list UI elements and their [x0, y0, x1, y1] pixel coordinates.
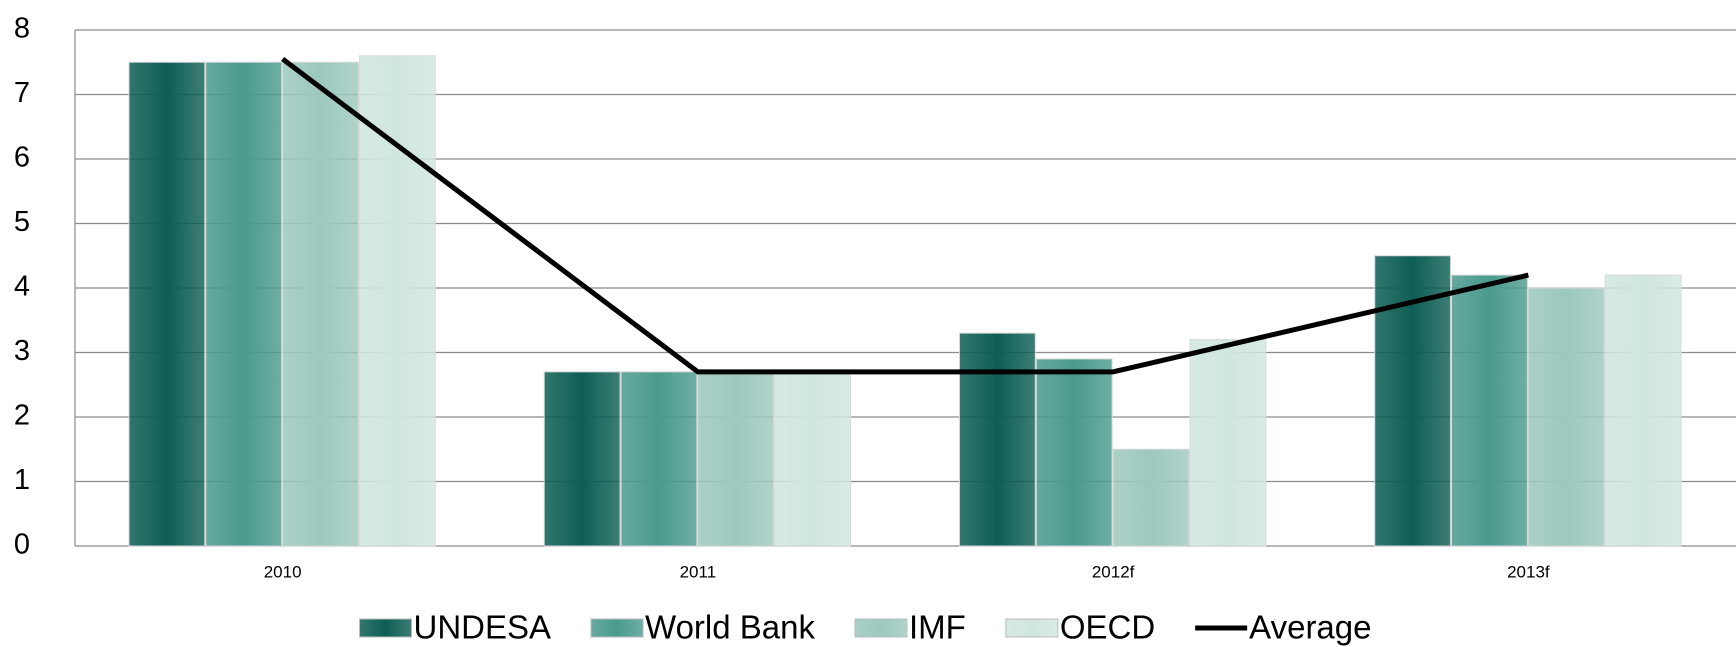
y-tick-label: 4: [14, 271, 30, 303]
y-tick-label: 0: [14, 529, 30, 561]
x-tick-label: 2013f: [1507, 562, 1550, 581]
bar: [1374, 255, 1452, 547]
bar: [1527, 287, 1605, 547]
bar: [697, 371, 775, 547]
legend-swatch: [359, 618, 412, 638]
legend-label: IMF: [909, 609, 966, 646]
y-tick-label: 8: [14, 13, 30, 45]
y-tick-label: 1: [14, 464, 30, 496]
bar: [128, 61, 206, 547]
y-tick-label: 2: [14, 400, 30, 432]
x-tick-label: 2012f: [1092, 562, 1135, 581]
bar: [958, 332, 1036, 547]
bar: [1451, 274, 1528, 547]
line-series: [281, 57, 1529, 375]
y-tick-label: 5: [14, 206, 30, 238]
bar: [282, 61, 359, 547]
legend-label: Average: [1249, 609, 1371, 646]
bar: [1035, 358, 1113, 547]
bar: [543, 371, 621, 547]
legend-swatch: [1005, 618, 1059, 638]
legend-swatch: [854, 618, 908, 638]
y-tick-label: 3: [14, 335, 30, 367]
bar: [205, 61, 283, 547]
x-tick-label: 2011: [680, 562, 717, 581]
legend-label: World Bank: [645, 609, 815, 646]
bar: [358, 55, 436, 547]
y-tick-label: 6: [14, 142, 30, 174]
legend: UNDESA World Bank IMF OECD Average: [359, 609, 1372, 646]
legend-swatch: [590, 618, 644, 638]
bar: [1189, 339, 1267, 547]
legend-label: OECD: [1060, 609, 1155, 646]
bar: [774, 371, 852, 547]
bar: [1604, 274, 1682, 547]
x-tick-label: 2010: [264, 562, 302, 581]
bar: [620, 371, 698, 547]
bar: [1112, 448, 1190, 547]
y-tick-label: 7: [14, 77, 30, 109]
legend-label: UNDESA: [414, 609, 552, 646]
